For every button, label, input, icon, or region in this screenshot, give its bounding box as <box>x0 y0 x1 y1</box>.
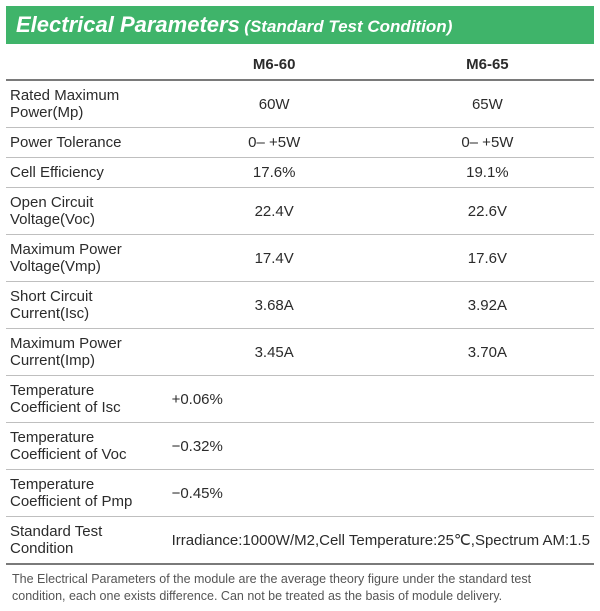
header-col-a: M6-60 <box>168 46 381 80</box>
row-label: Power Tolerance <box>6 128 168 158</box>
row-value-merged: −0.32% <box>168 423 594 470</box>
row-value-a: 3.68A <box>168 282 381 329</box>
row-value-a: 17.6% <box>168 158 381 188</box>
table-row: Short Circuit Current(Isc) 3.68A 3.92A <box>6 282 594 329</box>
table-row: Maximum Power Voltage(Vmp) 17.4V 17.6V <box>6 235 594 282</box>
title-main: Electrical Parameters <box>16 12 240 37</box>
row-label: Open Circuit Voltage(Voc) <box>6 188 168 235</box>
row-value-a: 22.4V <box>168 188 381 235</box>
row-value-merged: +0.06% <box>168 376 594 423</box>
row-label: Temperature Coefficient of Isc <box>6 376 168 423</box>
table-row: Rated Maximum Power(Mp) 60W 65W <box>6 80 594 128</box>
title-bar: Electrical Parameters (Standard Test Con… <box>6 6 594 44</box>
stc-value: Irradiance:1000W/M2,Cell Temperature:25℃… <box>168 517 594 565</box>
table-row-merged: Temperature Coefficient of Isc +0.06% <box>6 376 594 423</box>
row-value-b: 3.70A <box>381 329 594 376</box>
row-value-b: 65W <box>381 80 594 128</box>
row-label: Temperature Coefficient of Voc <box>6 423 168 470</box>
header-blank <box>6 46 168 80</box>
row-label: Short Circuit Current(Isc) <box>6 282 168 329</box>
table-row: Maximum Power Current(Imp) 3.45A 3.70A <box>6 329 594 376</box>
table-row: Power Tolerance 0– +5W 0– +5W <box>6 128 594 158</box>
row-value-a: 0– +5W <box>168 128 381 158</box>
row-value-a: 17.4V <box>168 235 381 282</box>
row-label: Maximum Power Current(Imp) <box>6 329 168 376</box>
row-value-b: 17.6V <box>381 235 594 282</box>
footnote: The Electrical Parameters of the module … <box>6 565 594 605</box>
row-label: Cell Efficiency <box>6 158 168 188</box>
row-value-b: 22.6V <box>381 188 594 235</box>
stc-label: Standard Test Condition <box>6 517 168 565</box>
table-header-row: M6-60 M6-65 <box>6 46 594 80</box>
header-col-b: M6-65 <box>381 46 594 80</box>
row-value-a: 60W <box>168 80 381 128</box>
row-label: Temperature Coefficient of Pmp <box>6 470 168 517</box>
row-value-b: 3.92A <box>381 282 594 329</box>
title-sub: (Standard Test Condition) <box>244 17 452 36</box>
table-row: Open Circuit Voltage(Voc) 22.4V 22.6V <box>6 188 594 235</box>
stc-row: Standard Test Condition Irradiance:1000W… <box>6 517 594 565</box>
row-value-b: 19.1% <box>381 158 594 188</box>
row-value-a: 3.45A <box>168 329 381 376</box>
table-row-merged: Temperature Coefficient of Voc −0.32% <box>6 423 594 470</box>
row-value-b: 0– +5W <box>381 128 594 158</box>
row-label: Maximum Power Voltage(Vmp) <box>6 235 168 282</box>
parameters-table: M6-60 M6-65 Rated Maximum Power(Mp) 60W … <box>6 46 594 565</box>
row-value-merged: −0.45% <box>168 470 594 517</box>
spec-sheet: Electrical Parameters (Standard Test Con… <box>0 0 600 611</box>
table-row-merged: Temperature Coefficient of Pmp −0.45% <box>6 470 594 517</box>
row-label: Rated Maximum Power(Mp) <box>6 80 168 128</box>
table-row: Cell Efficiency 17.6% 19.1% <box>6 158 594 188</box>
